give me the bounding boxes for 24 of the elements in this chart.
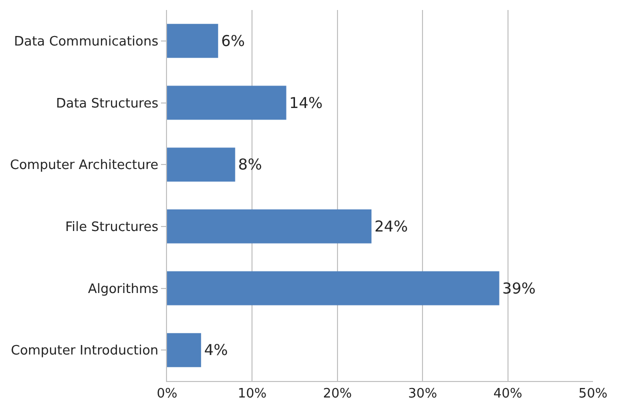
x-tick-label: 40% <box>493 386 522 402</box>
data-label: 24% <box>374 217 408 236</box>
bar <box>167 24 218 58</box>
bar <box>167 271 500 306</box>
x-tick-label: 20% <box>322 386 352 402</box>
bar <box>167 148 236 182</box>
x-tick-label: 0% <box>156 386 178 402</box>
y-tick-label: Data Communications <box>14 34 159 50</box>
data-label: 8% <box>238 156 262 174</box>
bar <box>167 333 202 368</box>
x-tick-label: 50% <box>578 386 608 402</box>
y-tick-label: File Structures <box>65 220 159 235</box>
bar <box>167 209 372 244</box>
x-tick-label: 10% <box>238 386 267 402</box>
x-tick-label: 30% <box>408 386 438 402</box>
y-tick-label: Algorithms <box>88 282 159 297</box>
bar <box>167 86 286 120</box>
y-tick-label: Computer Architecture <box>10 158 158 174</box>
y-tick-label: Computer Introduction <box>10 344 158 359</box>
data-label: 39% <box>502 279 536 298</box>
data-label: 4% <box>204 341 228 360</box>
y-tick-label: Data Structures <box>56 96 159 112</box>
data-label: 14% <box>289 94 323 112</box>
data-label: 6% <box>221 32 245 50</box>
